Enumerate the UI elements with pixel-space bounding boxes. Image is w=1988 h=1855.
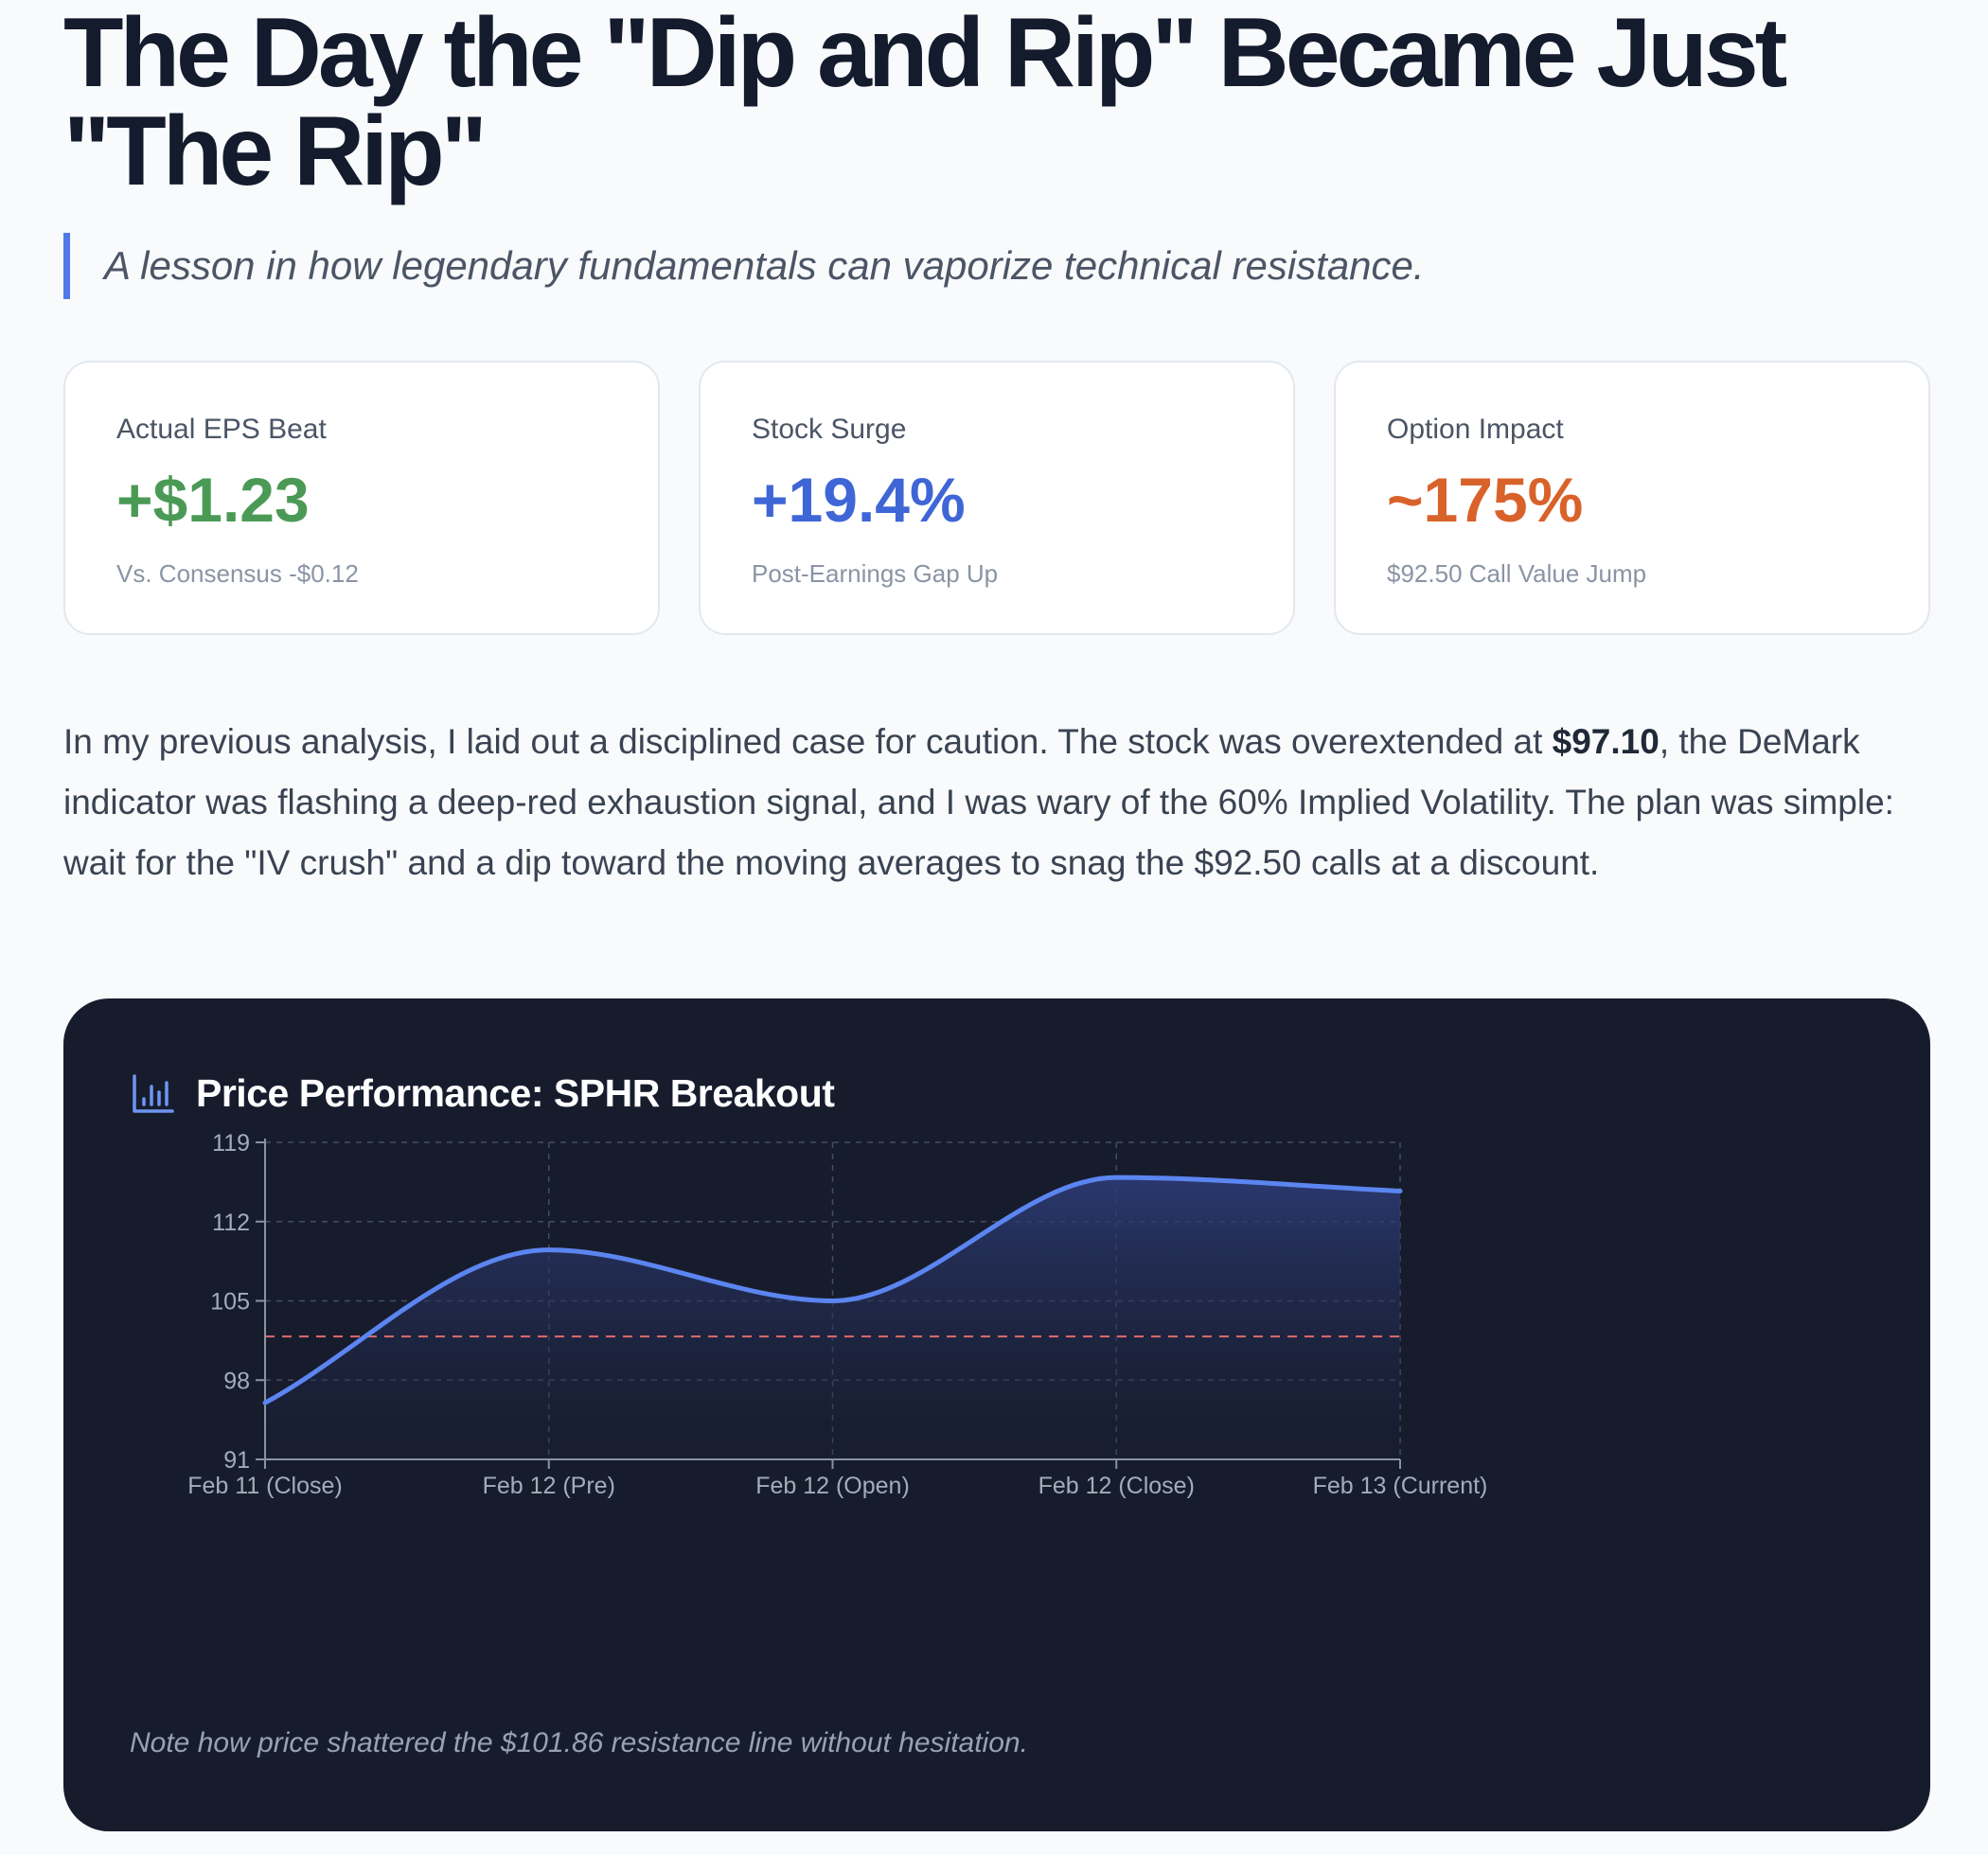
metric-card-eps: Actual EPS Beat +$1.23 Vs. Consensus -$0… [63, 361, 660, 635]
chart-note: Note how price shattered the $101.86 res… [130, 1727, 1028, 1758]
page-subtitle: A lesson in how legendary fundamentals c… [63, 233, 1930, 299]
paragraph-text-start: In my previous analysis, I laid out a di… [63, 722, 1553, 761]
metric-sub: $92.50 Call Value Jump [1387, 559, 1647, 588]
metric-sub: Vs. Consensus -$0.12 [116, 559, 359, 588]
series-line [262, 1175, 1403, 1405]
metric-value: +19.4% [752, 465, 966, 535]
metric-value: +$1.23 [116, 465, 310, 535]
metric-label: Stock Surge [752, 414, 907, 445]
chart-axes: 91 98 105 112 119 Feb 11 (Close) Feb 12 (Pre) F… [187, 1130, 1487, 1499]
metric-card-option-impact: Option Impact ~175% $92.50 Call Value Ju… [1334, 361, 1930, 635]
y-tick-label: 105 [210, 1289, 250, 1316]
metric-sub: Post-Earnings Gap Up [752, 559, 999, 588]
bar-chart-icon [133, 1073, 174, 1113]
x-tick-label: Feb 13 (Current) [1313, 1473, 1488, 1499]
y-tick-label: 98 [223, 1368, 250, 1394]
metric-cards: Actual EPS Beat +$1.23 Vs. Consensus -$0… [63, 361, 1930, 635]
x-tick-label: Feb 12 (Pre) [483, 1473, 615, 1499]
metric-card-stock-surge: Stock Surge +19.4% Post-Earnings Gap Up [699, 361, 1295, 635]
y-tick-label: 91 [223, 1447, 250, 1474]
paragraph-bold-price: $97.10 [1552, 722, 1660, 761]
article: The Day the "Dip and Rip" Became Just "T… [63, 0, 1930, 1831]
y-tick-label: 112 [212, 1210, 250, 1236]
page-title: The Day the "Dip and Rip" Became Just "T… [63, 0, 1787, 206]
chart-panel: Price Performance: SPHR Breakout 91 98 105… [63, 998, 1930, 1831]
price-chart: 91 98 105 112 119 Feb 11 (Close) Feb 12 (Pre) F… [187, 1130, 1487, 1499]
chart-series [262, 1175, 1403, 1405]
metric-value: ~175% [1387, 465, 1584, 535]
metric-label: Option Impact [1387, 414, 1564, 445]
paragraph-text-end: , the DeMark indicator was flashing a de… [63, 722, 1894, 882]
chart-area [265, 1177, 1400, 1459]
chart-title: Price Performance: SPHR Breakout [196, 1071, 835, 1115]
chart-header: Price Performance: SPHR Breakout [132, 1071, 835, 1116]
series-area-fill [265, 1177, 1400, 1459]
y-tick-label: 119 [212, 1130, 250, 1157]
x-tick-label: Feb 12 (Close) [1038, 1473, 1195, 1499]
analysis-paragraph: In my previous analysis, I laid out a di… [63, 712, 1930, 893]
x-tick-label: Feb 12 (Open) [755, 1473, 910, 1499]
x-tick-label: Feb 11 (Close) [187, 1473, 343, 1499]
metric-label: Actual EPS Beat [116, 414, 327, 445]
